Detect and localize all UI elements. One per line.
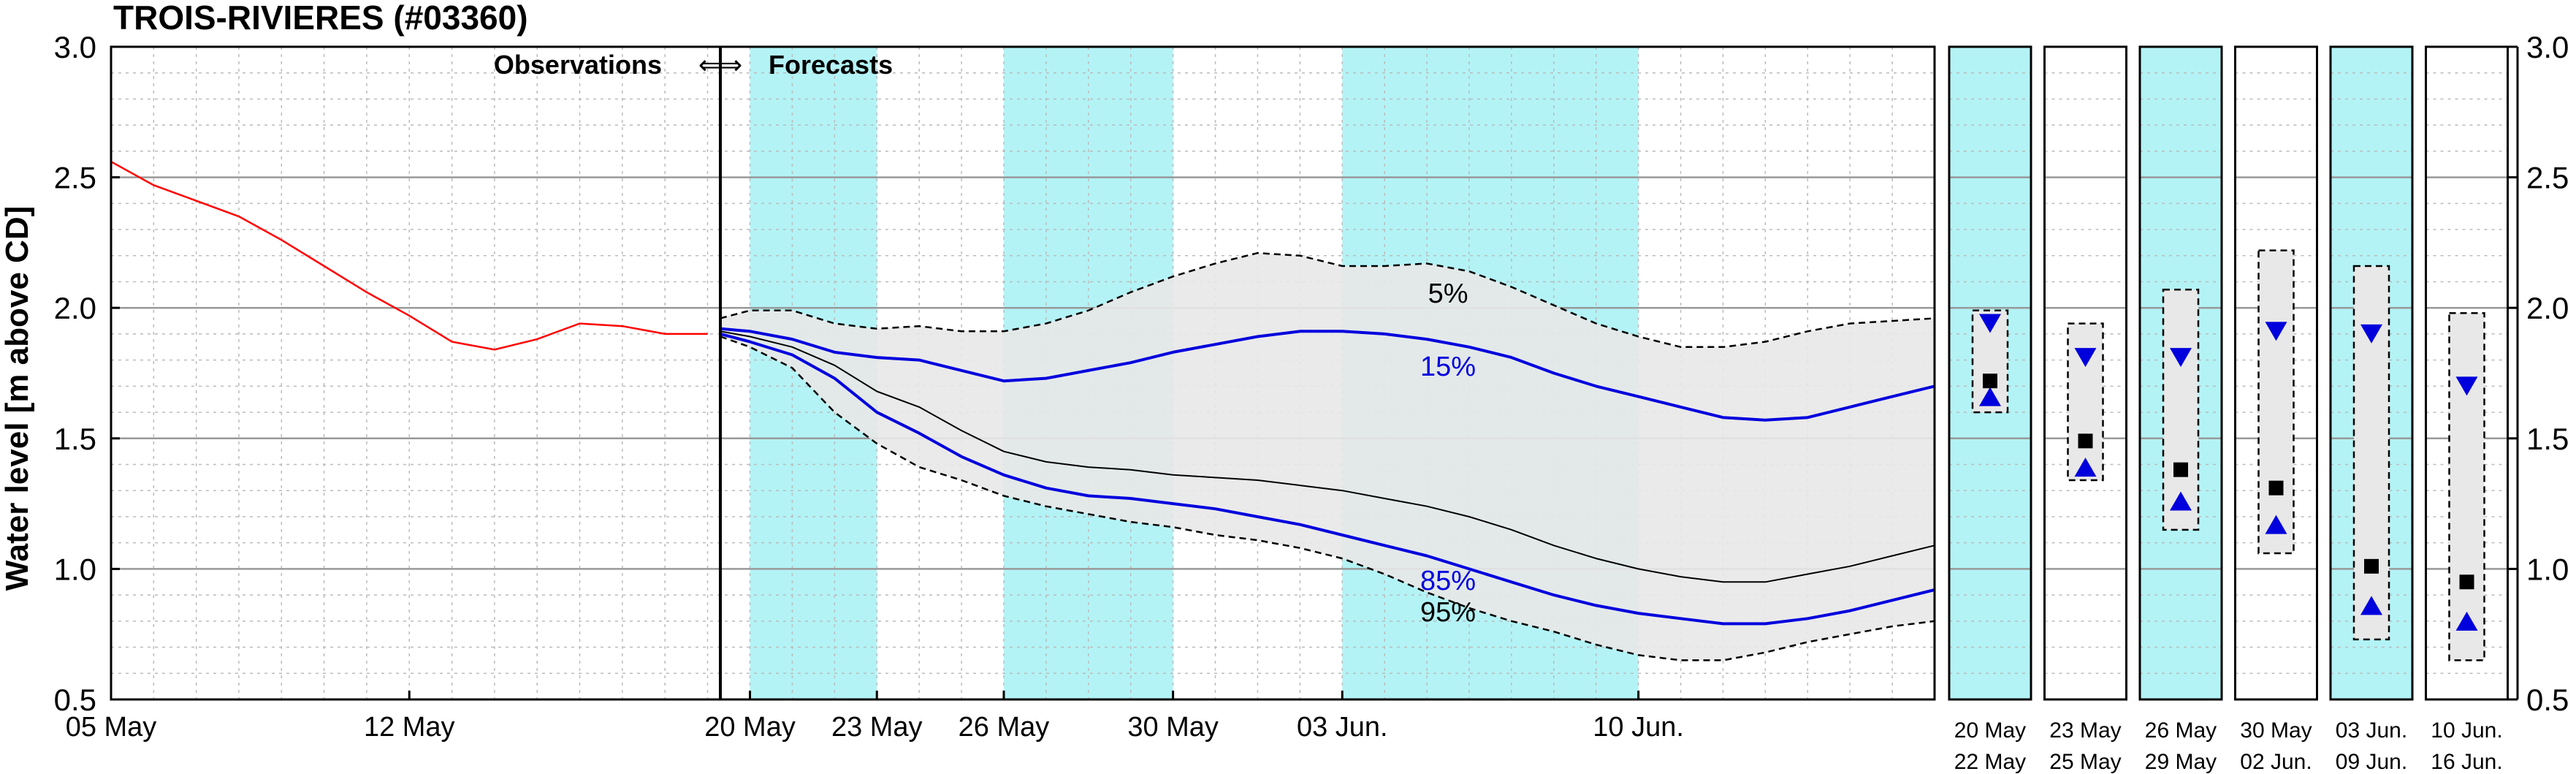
panel-end-date: 25 May xyxy=(2049,750,2121,774)
x-tick-label: 26 May xyxy=(959,712,1050,743)
y-tick-label: 2.0 xyxy=(54,291,96,325)
panel-15pct-marker xyxy=(1979,314,2001,333)
right-y-tick-label: 0.5 xyxy=(2526,683,2569,717)
panel-start-date: 26 May xyxy=(2145,718,2217,743)
plot-frame xyxy=(110,45,1936,701)
weekly-panels: 20 May 22 May 23 May 25 May 26 May 29 May 30 M… xyxy=(1948,45,2509,774)
band-label: 5% xyxy=(1428,278,1468,309)
panel-15pct-marker xyxy=(2265,322,2287,341)
band-upper-line xyxy=(720,251,1935,349)
panel-end-date: 22 May xyxy=(1954,750,2026,774)
panel-15pct-marker xyxy=(2170,348,2192,368)
panel-start-date: 23 May xyxy=(2049,718,2121,743)
forecast-series-line-2 xyxy=(720,332,1935,626)
panel-85pct-marker xyxy=(2074,458,2097,477)
observations-label: Observations xyxy=(494,50,662,80)
panel-end-date: 16 Jun. xyxy=(2431,750,2502,774)
panel-15pct-marker xyxy=(2360,324,2382,344)
x-tick-label: 30 May xyxy=(1127,712,1219,743)
band-lower-line xyxy=(720,335,1935,661)
right-y-axis: 0.5 1.0 1.5 2.0 2.5 3.0 xyxy=(2509,30,2569,717)
panel-end-date: 09 Jun. xyxy=(2336,750,2407,774)
arrows-label: ⇐⇒ xyxy=(698,50,742,80)
panel-85pct-marker xyxy=(2360,596,2382,615)
panel-frame xyxy=(2329,45,2414,701)
x-tick-label: 12 May xyxy=(364,712,455,743)
panel-85pct-marker xyxy=(2455,611,2478,631)
x-tick-label: 05 May xyxy=(66,712,157,743)
x-tick-label: 10 Jun. xyxy=(1593,712,1684,743)
y-tick-label: 2.5 xyxy=(54,161,96,195)
panel-15pct-marker xyxy=(2455,376,2478,396)
forecasts-label: Forecasts xyxy=(769,50,893,80)
weekly-panel-1: 20 May 22 May xyxy=(1948,45,2032,774)
panel-range-box xyxy=(2448,312,2485,661)
panel-frame xyxy=(2043,45,2127,701)
panel-85pct-marker xyxy=(1979,387,2001,406)
weekly-panel-2: 23 May 25 May xyxy=(2043,45,2127,774)
panel-85pct-marker xyxy=(2170,491,2192,511)
panel-85pct-marker xyxy=(2265,515,2287,534)
panel-median-marker xyxy=(2173,462,2188,477)
panel-end-date: 29 May xyxy=(2145,750,2217,774)
main-plot: 5% 15% 85%95% Observations ⇐⇒ Forecasts 0.5 1.0… xyxy=(54,30,1936,743)
x-tick-label: 23 May xyxy=(831,712,923,743)
right-y-tick-label: 2.0 xyxy=(2526,291,2569,325)
band-label: 85% xyxy=(1420,566,1476,596)
panel-range-box xyxy=(2162,288,2200,531)
panel-median-marker xyxy=(2268,480,2284,496)
panel-median-marker xyxy=(2459,574,2474,590)
weekly-panel-6: 10 Jun. 16 Jun. xyxy=(2425,45,2509,774)
chart-title: TROIS-RIVIERES (#03360) xyxy=(113,0,528,37)
y-tick-label: 0.5 xyxy=(54,683,96,717)
panel-range-box xyxy=(2067,322,2104,482)
y-axis-label: Water level [m above CD] xyxy=(0,206,35,591)
panel-median-marker xyxy=(1983,373,1997,389)
x-tick-label: 03 Jun. xyxy=(1297,712,1388,743)
panel-start-date: 30 May xyxy=(2240,718,2312,743)
forecast-band-fill xyxy=(720,253,1935,661)
y-tick-label: 1.5 xyxy=(54,422,96,456)
panel-start-date: 03 Jun. xyxy=(2336,718,2407,743)
y-tick-label: 1.0 xyxy=(54,552,96,586)
y-tick-label: 3.0 xyxy=(54,30,96,64)
weekly-panel-5: 03 Jun. 09 Jun. xyxy=(2329,45,2414,774)
right-y-tick-label: 3.0 xyxy=(2526,30,2569,64)
panel-frame xyxy=(2234,45,2318,701)
panel-range-box xyxy=(2352,265,2390,641)
weekly-panel-4: 30 May 02 Jun. xyxy=(2234,45,2318,774)
observations-line xyxy=(110,161,708,351)
panel-frame xyxy=(1948,45,2032,701)
right-y-tick-label: 1.5 xyxy=(2526,422,2569,456)
band-label: 95% xyxy=(1420,597,1476,628)
panel-start-date: 10 Jun. xyxy=(2431,718,2502,743)
forecast-series-line-1 xyxy=(720,330,1935,583)
panel-median-marker xyxy=(2078,433,2093,449)
panel-end-date: 02 Jun. xyxy=(2240,750,2312,774)
band-label: 15% xyxy=(1420,352,1476,382)
panel-frame xyxy=(2425,45,2509,701)
panel-15pct-marker xyxy=(2074,348,2097,368)
panel-frame xyxy=(2138,45,2223,701)
forecast-series-line-0 xyxy=(720,327,1935,422)
right-y-tick-label: 2.5 xyxy=(2526,161,2569,195)
weekly-panel-3: 26 May 29 May xyxy=(2138,45,2223,774)
panel-range-box xyxy=(2257,249,2295,555)
panel-start-date: 20 May xyxy=(1954,718,2026,743)
panel-median-marker xyxy=(2364,558,2379,574)
x-tick-label: 20 May xyxy=(704,712,796,743)
right-y-tick-label: 1.0 xyxy=(2526,552,2569,586)
